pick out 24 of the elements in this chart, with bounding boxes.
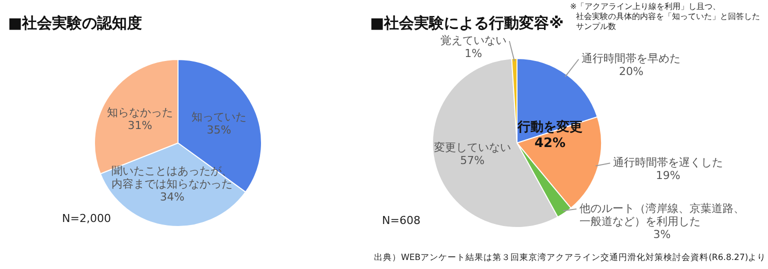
data-label: 19% [656,169,680,182]
text: 社会実験の具体的内容を「知っていた」と回答した [576,11,760,22]
text: サンプル数 [576,21,616,32]
slice-label: 通行時間帯を遅くした [613,156,724,169]
slice-label: 覚えていない [440,34,506,47]
data-label: 31% [128,118,152,132]
slice-label: 他のルート（湾岸線、京葉道路、一般道など）を利用した [579,202,744,228]
slice-label: 通行時間帯を早めた [582,52,681,66]
text: N=2,000 [62,212,111,226]
text: ※「アクアライン上り線を利用」し且つ、 [570,1,721,12]
data-label: 34% [160,190,184,204]
data-label: 57% [460,154,485,168]
slice-label: 知らなかった [107,106,174,119]
data-label: 20% [618,65,644,78]
chart-title: ■社会実験の認知度 [8,14,142,33]
source-note: 出典）WEBアンケート結果は第３回東京湾アクアライン交通円滑化対策検討会資料(R6.8.27)より [374,253,766,264]
data-label: 1% [464,46,482,60]
chart-title: ■社会実験による行動変容※ [370,14,564,33]
slice-label: 知っていた [191,110,246,124]
data-label: 3% [653,228,671,241]
data-label: 35% [206,123,232,136]
slice-label: 変更していない [434,141,511,154]
text: 行動を変更 42% [518,120,582,152]
text: N=608 [382,214,420,228]
